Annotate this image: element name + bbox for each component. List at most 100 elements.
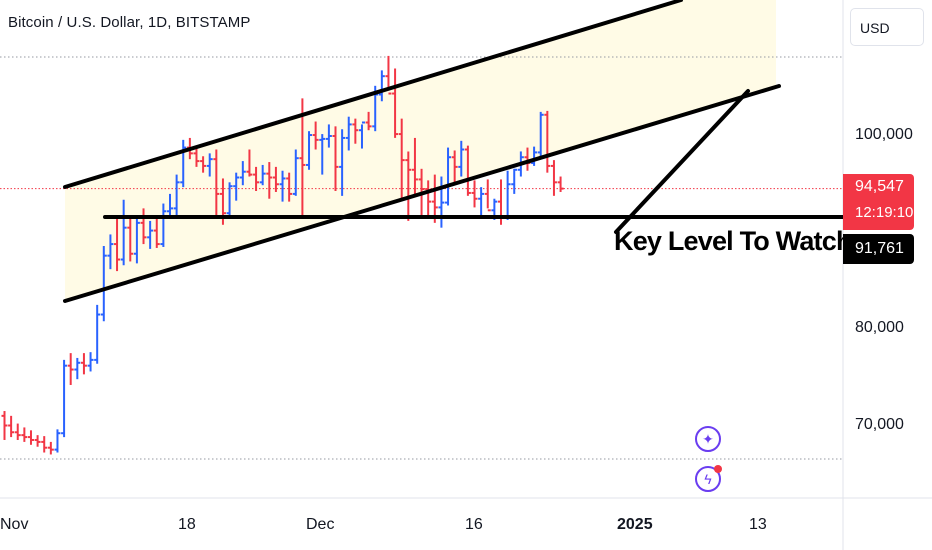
ohlc-bar — [266, 162, 273, 199]
ohlc-bar — [358, 121, 365, 149]
channel-lower-line — [63, 84, 781, 303]
ohlc-bar — [120, 199, 127, 266]
ohlc-bar — [160, 203, 167, 247]
ohlc-bar — [378, 70, 385, 102]
time-label-18: 18 — [178, 516, 196, 533]
price-label-80000: 80,000 — [855, 319, 904, 336]
notification-dot — [714, 465, 722, 473]
ohlc-bar — [550, 160, 557, 196]
ohlc-bar — [451, 150, 458, 183]
bar-countdown: 12:19:10 — [855, 204, 914, 221]
ohlc-bar — [425, 180, 432, 216]
channel-fill — [65, 0, 776, 301]
ohlc-bar — [398, 118, 405, 199]
ohlc-bar — [392, 68, 399, 138]
key-level-annotation[interactable]: Key Level To Watch — [614, 226, 852, 256]
ohlc-bar — [193, 146, 200, 167]
ohlc-bar — [80, 353, 87, 375]
key-level-price-tag: 91,761 — [843, 234, 914, 264]
ohlc-bar — [239, 161, 246, 186]
ohlc-bar — [213, 149, 220, 216]
time-label-13: 13 — [749, 516, 767, 533]
ohlc-bar — [484, 179, 491, 212]
ohlc-bar — [312, 121, 319, 150]
ohlc-bar — [292, 149, 299, 196]
sparkle-icon[interactable]: ✦ — [695, 426, 721, 452]
ohlc-bar — [478, 187, 485, 216]
ohlc-bar — [325, 124, 332, 148]
ohlc-bar — [272, 166, 279, 192]
ohlc-bar — [511, 168, 518, 194]
ohlc-bar — [14, 423, 21, 440]
time-label-16: 16 — [465, 516, 483, 533]
ohlc-bar — [74, 357, 81, 380]
ohlc-bar — [180, 139, 187, 188]
ohlc-bar — [339, 129, 346, 196]
ohlc-bar — [286, 172, 293, 202]
ohlc-bar — [319, 134, 326, 175]
ohlc-bar — [306, 131, 313, 170]
ohlc-bar — [332, 126, 339, 192]
ohlc-bar — [100, 246, 107, 322]
ohlc-bar — [133, 218, 140, 264]
ohlc-bar — [279, 170, 286, 202]
ohlc-bar — [464, 145, 471, 196]
ohlc-bar — [67, 353, 74, 385]
time-label-2025: 2025 — [617, 516, 653, 533]
ohlc-bar — [226, 182, 233, 218]
channel-upper-line — [63, 0, 683, 189]
time-label-dec: Dec — [306, 516, 335, 533]
ohlc-bar — [127, 215, 134, 262]
ohlc-bar — [299, 98, 306, 219]
ohlc-bar — [233, 172, 240, 201]
ohlc-bar — [87, 352, 94, 372]
ohlc-bar — [259, 164, 266, 186]
ohlc-bar — [140, 208, 147, 245]
ohlc-bar — [147, 220, 154, 249]
ohlc-bar — [385, 55, 392, 95]
price-label-70000: 70,000 — [855, 416, 904, 433]
ohlc-bar — [557, 176, 564, 192]
ohlc-bar — [167, 193, 173, 219]
ohlc-bar — [94, 304, 101, 364]
symbol-title[interactable]: Bitcoin / U.S. Dollar, 1D, BITSTAMP — [8, 14, 251, 31]
ohlc-bar — [34, 435, 41, 447]
ohlc-bar — [41, 436, 48, 453]
ohlc-bar — [438, 176, 445, 228]
ohlc-bar — [21, 427, 28, 442]
ohlc-bar — [411, 137, 418, 196]
ohlc-bar — [471, 180, 478, 208]
ohlc-bar — [47, 441, 54, 455]
ohlc-bar — [27, 430, 34, 445]
ohlc-bar — [544, 110, 551, 173]
rising-trendline — [614, 89, 750, 234]
ohlc-bar — [107, 234, 114, 270]
ohlc-bar — [537, 111, 544, 158]
ohlc-bar — [365, 111, 372, 131]
ohlc-bar — [114, 215, 121, 272]
ohlc-bar — [8, 415, 15, 438]
ohlc-bar — [61, 359, 68, 438]
lightning-icon[interactable]: ϟ — [695, 465, 722, 492]
ohlc-bar — [54, 429, 61, 453]
ohlc-bar — [246, 149, 253, 177]
ohlc-bar — [153, 216, 160, 248]
price-label-100000: 100,000 — [855, 126, 913, 143]
ohlc-bar — [431, 174, 438, 223]
ohlc-bar — [206, 153, 213, 177]
ohlc-bar — [173, 174, 180, 216]
ohlc-bar — [531, 146, 538, 166]
last-price-value: 94,547 — [855, 178, 904, 195]
ohlc-bar — [253, 166, 260, 192]
ohlc-bar — [1, 411, 8, 440]
last-price-tag: 94,547 12:19:10 — [843, 174, 914, 230]
ohlc-bar — [352, 118, 359, 144]
ohlc-bar — [345, 116, 352, 151]
ohlc-bar — [445, 147, 452, 206]
ohlc-bar — [405, 151, 412, 221]
currency-selector[interactable]: USD — [850, 8, 924, 46]
time-label-nov: Nov — [0, 516, 29, 533]
ohlc-bar — [504, 170, 511, 220]
